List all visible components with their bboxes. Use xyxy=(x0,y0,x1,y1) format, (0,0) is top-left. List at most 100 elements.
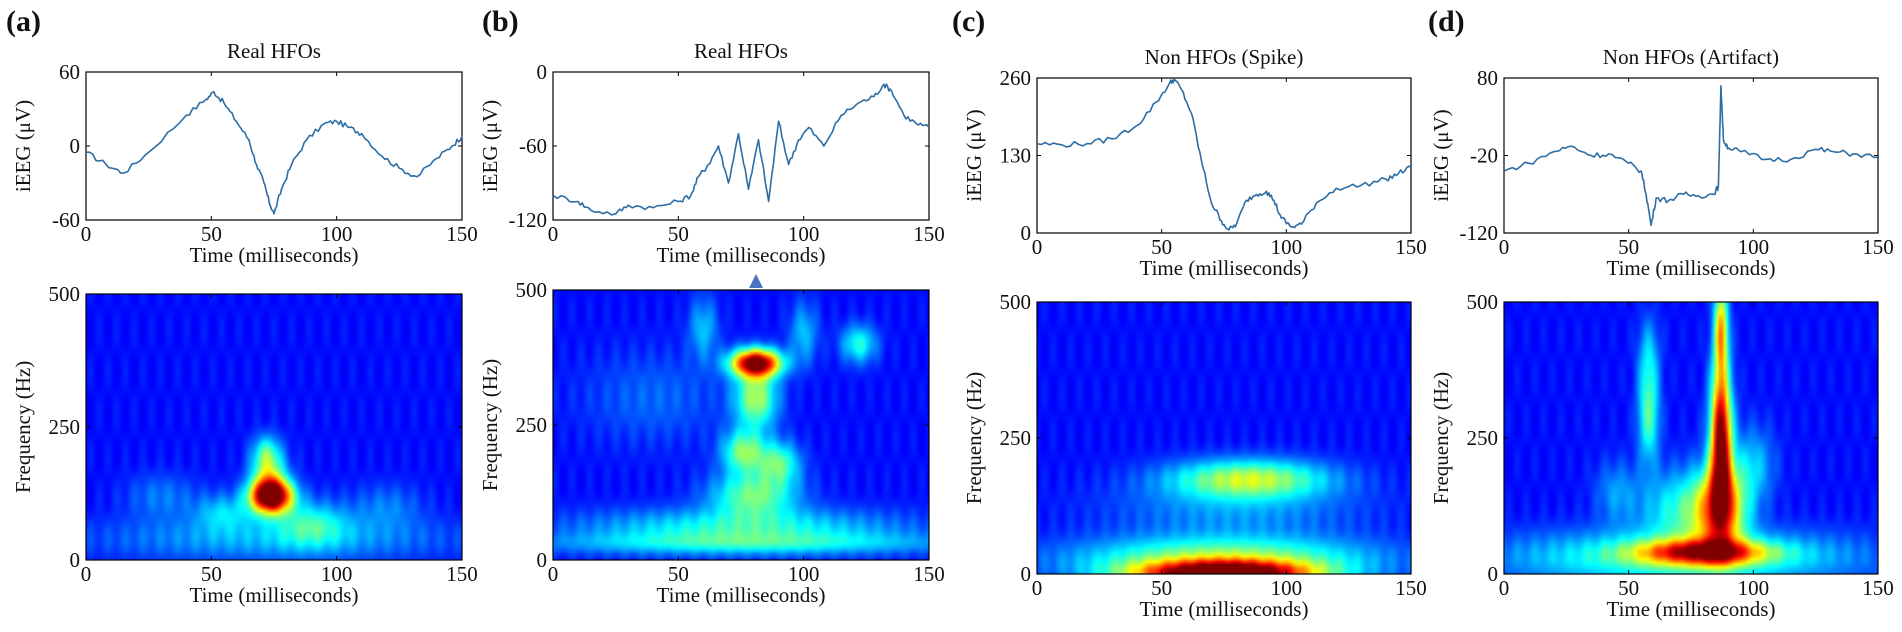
panel-b-waveform-xtick-label: 50 xyxy=(668,222,689,246)
panel-b-waveform-ytick-label: 0 xyxy=(537,60,548,84)
panel-a-waveform-axes-frame xyxy=(85,71,463,221)
panel-d-waveform-xtick-label: 150 xyxy=(1862,235,1894,259)
panel-a-spectrogram-axes-frame xyxy=(85,293,463,561)
panel-a-waveform-xtick-label: 0 xyxy=(81,222,92,246)
panel-a-spectrogram-ytick-label: 500 xyxy=(49,282,81,306)
panel-d-waveform-xtick-label: 0 xyxy=(1499,235,1510,259)
panel-a-spectrogram-ytick-label: 250 xyxy=(49,415,81,439)
panel-b-waveform-series-line xyxy=(552,83,930,216)
panel-c-spectrogram-chart: 0 50 100 150 0 250 500 Time (milliseconds) Frequ… xyxy=(962,290,1427,621)
panel-d-waveform-title: Non HFOs (Artifact) xyxy=(1603,45,1779,69)
panel-a-waveform-xtick-label: 50 xyxy=(201,222,222,246)
panel-a-spectrogram-xtick-label: 0 xyxy=(81,562,92,586)
panel-a-spectrogram-xtick-label: 100 xyxy=(321,562,353,586)
panel-b-spectrogram-xlabel: Time (milliseconds) xyxy=(657,583,826,607)
panel-d-waveform-xtick-label: 50 xyxy=(1618,235,1639,259)
panel-a-waveform-title: Real HFOs xyxy=(227,39,321,63)
panel-c-waveform-ytick-label: 0 xyxy=(1021,221,1032,245)
panel-d-waveform-xtick-label: 100 xyxy=(1738,235,1770,259)
panel-d-spectrogram-ytick-label: 500 xyxy=(1467,290,1499,314)
panel-d-spectrogram-xlabel: Time (milliseconds) xyxy=(1607,597,1776,621)
panel-b-spectrogram-ylabel: Frequency (Hz) xyxy=(478,359,502,491)
panel-d-spectrogram-heatmap xyxy=(1504,302,1878,574)
panel-d-waveform-ytick-label: -120 xyxy=(1460,221,1499,245)
panel-b-waveform-xlabel: Time (milliseconds) xyxy=(657,243,826,267)
panel-a-waveform-xlabel: Time (milliseconds) xyxy=(190,243,359,267)
panel-b-spectrogram-ytick-label: 0 xyxy=(537,548,548,572)
panel-label-d: (d) xyxy=(1428,5,1465,38)
panel-d-waveform-chart: Non HFOs (Artifact) 0 50 100 150 -120 -20 80 Tim… xyxy=(1429,45,1894,280)
panel-b-waveform-title: Real HFOs xyxy=(694,39,788,63)
panel-b-waveform-xtick-label: 100 xyxy=(788,222,820,246)
panel-c-waveform-series-line xyxy=(1036,78,1412,231)
panel-c-waveform-xtick-label: 100 xyxy=(1271,235,1303,259)
panel-c-spectrogram-axes-frame xyxy=(1036,301,1412,575)
panel-a-waveform-ytick-label: 0 xyxy=(70,134,81,158)
panel-b-waveform-axes-frame xyxy=(552,71,930,221)
panel-b-spectrogram-xtick-label: 150 xyxy=(913,562,945,586)
panel-c-waveform-xlabel: Time (milliseconds) xyxy=(1140,256,1309,280)
panel-b-spectrogram-chart: 0 50 100 150 0 250 500 Time (milliseconds) Frequ… xyxy=(478,278,945,607)
panel-c-waveform-xtick-label: 50 xyxy=(1151,235,1172,259)
panel-d-spectrogram-xtick-label: 100 xyxy=(1738,576,1770,600)
panel-c-spectrogram-ytick-label: 0 xyxy=(1021,562,1032,586)
panel-c-spectrogram-ytick-label: 250 xyxy=(1000,426,1032,450)
panel-d-spectrogram-ytick-label: 250 xyxy=(1467,426,1499,450)
panel-c-waveform-xtick-label: 0 xyxy=(1032,235,1043,259)
panel-label-a: (a) xyxy=(6,5,41,38)
panel-a-spectrogram-xtick-label: 50 xyxy=(201,562,222,586)
panel-d-spectrogram-xtick-label: 0 xyxy=(1499,576,1510,600)
panel-d-spectrogram-axes-frame xyxy=(1503,301,1879,575)
panel-b-spectrogram-xtick-label: 0 xyxy=(548,562,559,586)
panel-c-waveform-chart: Non HFOs (Spike) 0 50 100 150 0 130 260 Time (mi… xyxy=(962,45,1427,280)
panel-a-spectrogram-xtick-label: 150 xyxy=(446,562,478,586)
panel-a-waveform-ytick-label: 60 xyxy=(59,60,80,84)
panel-b-spectrogram-xtick-label: 100 xyxy=(788,562,820,586)
panel-c-spectrogram-xlabel: Time (milliseconds) xyxy=(1140,597,1309,621)
panel-b-spectrogram-xtick-label: 50 xyxy=(668,562,689,586)
panel-d-spectrogram-chart: 0 50 100 150 0 250 500 Time (milliseconds) Frequ… xyxy=(1429,290,1894,621)
panel-b-waveform-xtick-label: 0 xyxy=(548,222,559,246)
panel-c-waveform-ytick-label: 260 xyxy=(1000,66,1032,90)
panel-b-waveform-xtick-label: 150 xyxy=(913,222,945,246)
panel-d-waveform-ylabel: iEEG (μV) xyxy=(1429,109,1453,201)
panel-b-waveform-chart: Real HFOs 0 50 100 150 -120 -60 0 Time (millisec… xyxy=(478,39,945,267)
panel-c-spectrogram-xtick-label: 50 xyxy=(1151,576,1172,600)
panel-c-spectrogram-xtick-label: 150 xyxy=(1395,576,1427,600)
panel-a-spectrogram-chart: 0 50 100 150 0 250 500 Time (milliseconds) Frequ… xyxy=(11,282,478,607)
panel-label-b: (b) xyxy=(482,5,519,38)
panel-d-spectrogram-xtick-label: 150 xyxy=(1862,576,1894,600)
panel-a-waveform-series-line xyxy=(86,90,463,215)
panel-c-waveform-ytick-label: 130 xyxy=(1000,144,1032,168)
panel-a-spectrogram-ylabel: Frequency (Hz) xyxy=(11,361,35,493)
panel-c-spectrogram-heatmap xyxy=(1037,302,1411,574)
panel-a-spectrogram-ytick-label: 0 xyxy=(70,548,81,572)
panel-c-waveform-axes-frame xyxy=(1036,77,1412,234)
panel-a-spectrogram-xlabel: Time (milliseconds) xyxy=(190,583,359,607)
panel-d-waveform-ytick-label: 80 xyxy=(1477,66,1498,90)
panel-d-waveform-series-line xyxy=(1503,85,1879,227)
panel-c-waveform-title: Non HFOs (Spike) xyxy=(1145,45,1304,69)
panel-b-spectrogram-heatmap xyxy=(553,290,929,560)
panel-b-event-marker-icon xyxy=(749,274,764,288)
panel-a-waveform-ytick-label: -60 xyxy=(52,208,80,232)
panel-c-waveform-ylabel: iEEG (μV) xyxy=(962,109,986,201)
panel-d-waveform-xlabel: Time (milliseconds) xyxy=(1607,256,1776,280)
panel-b-waveform-ytick-label: -60 xyxy=(519,134,547,158)
panel-c-spectrogram-ylabel: Frequency (Hz) xyxy=(962,372,986,504)
panel-a-waveform-xtick-label: 100 xyxy=(321,222,353,246)
panel-d-spectrogram-ytick-label: 0 xyxy=(1488,562,1499,586)
panel-d-waveform-axes-frame xyxy=(1503,77,1879,234)
panel-d-waveform-ytick-label: -20 xyxy=(1470,144,1498,168)
panel-c-spectrogram-ytick-label: 500 xyxy=(1000,290,1032,314)
panel-c-waveform-xtick-label: 150 xyxy=(1395,235,1427,259)
panel-a-waveform-xtick-label: 150 xyxy=(446,222,478,246)
panel-b-waveform-ytick-label: -120 xyxy=(509,208,548,232)
panel-c-spectrogram-xtick-label: 0 xyxy=(1032,576,1043,600)
panel-d-spectrogram-ylabel: Frequency (Hz) xyxy=(1429,372,1453,504)
panel-a-waveform-ylabel: iEEG (μV) xyxy=(11,100,35,192)
panel-a-spectrogram-heatmap xyxy=(86,294,462,560)
